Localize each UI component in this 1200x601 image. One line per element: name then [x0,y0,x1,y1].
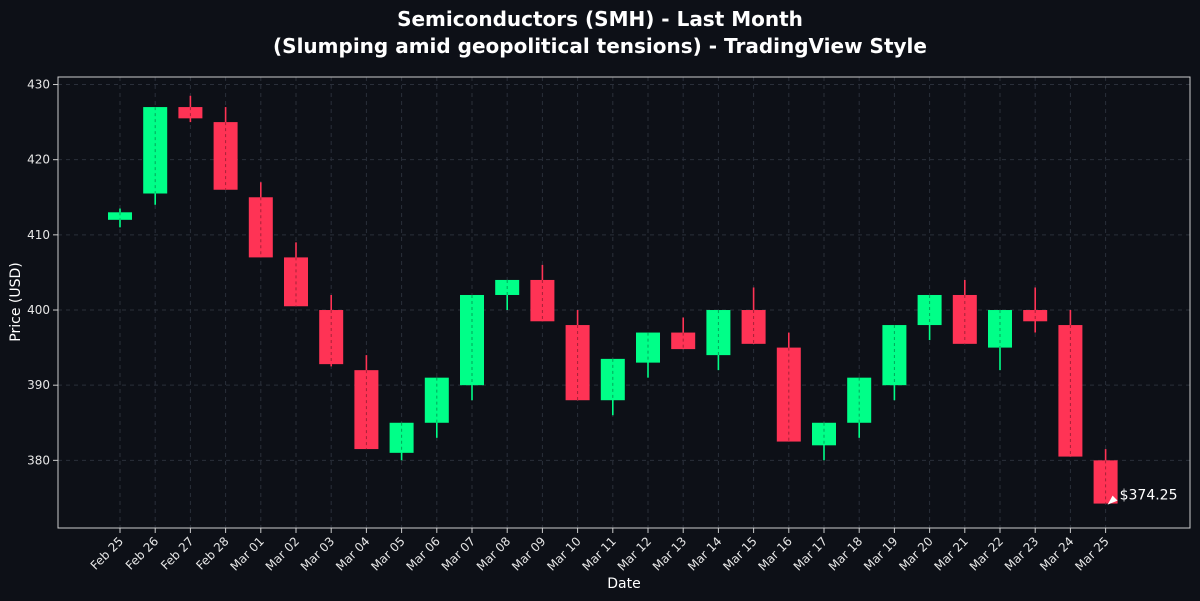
candle-body [706,310,731,356]
candle-body [354,370,379,450]
y-axis-label: Price (USD) [8,262,24,341]
candle-body [741,310,766,344]
annotation-arrow-icon [1107,495,1118,505]
plot-frame [57,76,1191,529]
candle [812,422,836,461]
candle-body [776,347,801,442]
candle [565,310,590,401]
candle [460,294,484,401]
y-tick-label: 380 [27,453,50,467]
candle-body [389,422,414,453]
candle [706,310,731,371]
candle-body [600,358,625,401]
candle-body [565,325,590,401]
candle-body [882,325,907,386]
candle-body [495,279,520,295]
candle [671,317,696,350]
candle [600,358,625,416]
candle [530,264,555,322]
y-tick-label: 410 [27,228,50,242]
y-tick-label: 390 [27,378,50,392]
annotation-label: $374.25 [1120,488,1178,504]
candle [284,242,308,307]
candle-body [108,212,132,220]
candle-body [530,279,555,322]
price-annotation: $374.25 [1107,488,1178,505]
candle-body [952,294,977,344]
candle-body [917,294,942,326]
candle [988,310,1012,371]
candles [108,95,1118,504]
candle-body [636,332,660,363]
y-tick-label: 430 [27,78,50,92]
candle-body [319,310,344,365]
candle-body [248,197,273,258]
candle-body [847,377,872,423]
candle-body [143,107,168,194]
y-tick-label: 420 [27,153,50,167]
candle-body [178,107,203,119]
candle [776,332,801,442]
y-tick-label: 400 [27,303,50,317]
candle-body [424,377,449,423]
y-axis-ticks: 380 390 400 410 420 430 [27,78,58,467]
candle [248,182,273,258]
candle-body [460,294,484,386]
candle [213,107,238,190]
candle [741,287,766,344]
candle-body [1093,460,1118,504]
candle [354,355,379,450]
candle [108,208,132,228]
candle [882,325,907,401]
candle [495,279,520,311]
candle-body [1058,325,1083,457]
candle-body [284,257,308,307]
candle [636,332,660,378]
candle [424,377,449,438]
candle [1093,449,1118,504]
x-axis-label: Date [607,576,640,592]
candle-body [1023,310,1048,322]
candle-body [671,332,696,350]
candle [1023,287,1048,333]
candle-body [812,422,836,446]
candle [1058,310,1083,457]
candle [847,377,872,438]
chart-title-line1: Semiconductors (SMH) - Last Month [397,7,803,31]
candle-body [213,122,238,190]
candle [917,294,942,341]
candle [178,95,203,123]
candle-body [988,310,1012,348]
candle [389,422,414,461]
candle [143,107,168,205]
chart-title-line2: (Slumping amid geopolitical tensions) - … [273,34,927,58]
candle [952,279,977,344]
candle [319,294,344,367]
